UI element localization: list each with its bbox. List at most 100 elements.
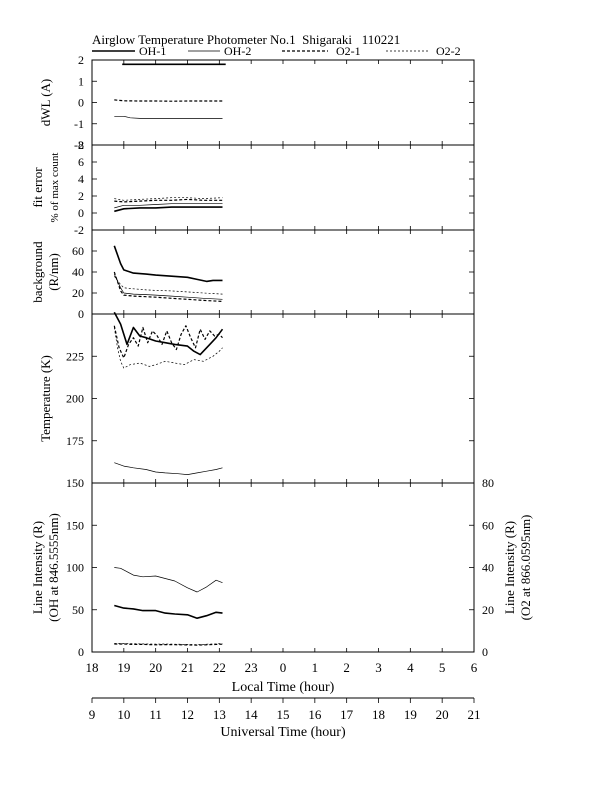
y-tick-label: 100 xyxy=(66,561,84,575)
y2-tick-label: 20 xyxy=(482,603,494,617)
series-background-o2-1 xyxy=(113,271,223,302)
lt-tick-label: 20 xyxy=(149,660,162,675)
series-fit_error-oh-1 xyxy=(114,206,223,213)
series-background-oh-1 xyxy=(113,245,223,283)
panel-fit_error: -2 0 2 4 6 8 fit error % of max count xyxy=(30,138,475,237)
ut-tick-label: 15 xyxy=(277,707,290,722)
lt-tick-label: 5 xyxy=(439,660,446,675)
lt-tick-label: 4 xyxy=(407,660,414,675)
lt-axis-label: Local Time (hour) xyxy=(232,680,335,695)
y-tick-label: 4 xyxy=(78,172,84,186)
lt-tick-label: 22 xyxy=(213,660,226,675)
series-intensity-oh-2 xyxy=(114,567,223,593)
y-tick-label: 6 xyxy=(78,155,84,169)
lt-tick-label: 2 xyxy=(343,660,350,675)
y2-tick-label: 80 xyxy=(482,476,494,490)
ut-tick-label: 19 xyxy=(404,707,417,722)
legend-label-oh-2: OH-2 xyxy=(224,44,251,58)
ut-tick-label: 20 xyxy=(436,707,449,722)
chart-title: Airglow Temperature Photometer No.1 Shig… xyxy=(92,32,400,47)
legend-label-o2-1: O2-1 xyxy=(336,44,361,58)
y2-tick-label: 0 xyxy=(482,645,488,659)
series-intensity-o2-2 xyxy=(114,643,223,645)
ut-tick-label: 10 xyxy=(117,707,130,722)
legend: OH-1 OH-2 O2-1 O2-2 xyxy=(92,44,461,58)
y-tick-label: 2 xyxy=(78,53,84,67)
series-intensity-o2-1 xyxy=(114,643,223,646)
lt-tick-label: 1 xyxy=(312,660,319,675)
y-tick-label: 8 xyxy=(78,138,84,152)
y-axis-label: background xyxy=(30,241,45,303)
y-tick-label: 225 xyxy=(66,349,84,363)
series-fit_error-oh-2 xyxy=(114,203,223,209)
y-tick-label: -2 xyxy=(74,138,84,152)
y-tick-label: 2 xyxy=(78,189,84,203)
lt-tick-label: 0 xyxy=(280,660,287,675)
series-temperature-oh-2 xyxy=(114,462,223,475)
y-axis-label: Temperature (K) xyxy=(38,355,53,442)
series-dwl-oh-2 xyxy=(114,115,223,119)
panel-temperature: 150 175 200 225 Temperature (K) xyxy=(38,311,475,490)
ut-axis-label: Universal Time (hour) xyxy=(220,725,346,740)
panels: -2 -1 0 1 2 dWL (A) -2 0 2 4 6 8 fit error % of max c… xyxy=(30,53,533,659)
y-axis-label: (R/nm) xyxy=(46,253,61,291)
y-tick-label: -1 xyxy=(74,117,84,131)
series-fit_error-o2-2 xyxy=(114,197,223,201)
y-tick-label: 0 xyxy=(78,96,84,110)
y-tick-label: 20 xyxy=(72,286,84,300)
panel-frame xyxy=(91,59,475,146)
ut-tick-label: 13 xyxy=(213,707,226,722)
y-tick-label: 50 xyxy=(72,603,84,617)
y-tick-label: 175 xyxy=(66,434,84,448)
ut-tick-label: 16 xyxy=(308,707,322,722)
panel-frame xyxy=(91,482,475,653)
lt-tick-label: 3 xyxy=(375,660,382,675)
y-tick-label: 150 xyxy=(66,476,84,490)
ut-tick-label: 12 xyxy=(181,707,194,722)
legend-label-o2-2: O2-2 xyxy=(436,44,461,58)
y2-axis-label: Line Intensity (R) xyxy=(502,521,517,614)
y-axis-label: dWL (A) xyxy=(38,79,53,127)
y-tick-label: 200 xyxy=(66,392,84,406)
lt-tick-label: 6 xyxy=(471,660,478,675)
y2-axis-label: (O2 at 866.0595nm) xyxy=(518,515,533,621)
y-tick-label: 150 xyxy=(66,518,84,532)
y-tick-label: 0 xyxy=(78,206,84,220)
y-tick-label: 0 xyxy=(78,645,84,659)
y-tick-label: 0 xyxy=(78,307,84,321)
series-temperature-o2-2 xyxy=(113,327,223,369)
lt-tick-label: 21 xyxy=(181,660,194,675)
ut-tick-label: 18 xyxy=(372,707,385,722)
panel-frame xyxy=(91,229,475,315)
ut-tick-label: 14 xyxy=(245,707,259,722)
y-tick-label: -2 xyxy=(74,223,84,237)
ut-tick-label: 17 xyxy=(340,707,354,722)
y-axis-label: fit error xyxy=(30,167,45,208)
series-fit_error-o2-1 xyxy=(114,198,223,203)
series-temperature-o2-1 xyxy=(113,325,223,359)
y2-tick-label: 40 xyxy=(482,561,494,575)
y-tick-label: 60 xyxy=(72,244,84,258)
y-tick-label: 1 xyxy=(78,74,84,88)
lt-tick-label: 19 xyxy=(117,660,130,675)
series-dwl-o2-1 xyxy=(114,99,223,102)
panel-dwl: -2 -1 0 1 2 dWL (A) xyxy=(38,53,475,152)
series-background-o2-2 xyxy=(114,275,223,295)
y-axis-label: Line Intensity (R) xyxy=(30,521,45,614)
series-background-oh-2 xyxy=(113,273,223,300)
ut-tick-label: 9 xyxy=(89,707,96,722)
ut-tick-label: 21 xyxy=(468,707,481,722)
panel-frame xyxy=(91,144,475,231)
ut-tick-label: 11 xyxy=(149,707,162,722)
lt-tick-label: 23 xyxy=(245,660,258,675)
y2-tick-label: 60 xyxy=(482,518,494,532)
legend-label-oh-1: OH-1 xyxy=(139,44,166,58)
panel-background: 0 20 40 60 background (R/nm) xyxy=(30,229,475,321)
y-tick-label: 40 xyxy=(72,265,84,279)
series-intensity-oh-1 xyxy=(114,604,223,620)
y-axis-label: % of max count xyxy=(49,153,61,223)
lt-tick-label: 18 xyxy=(86,660,99,675)
